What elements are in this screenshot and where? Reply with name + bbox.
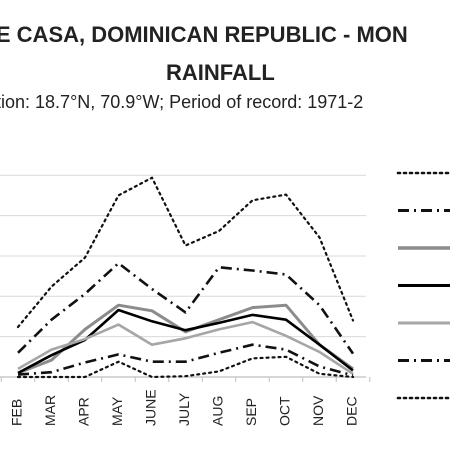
x-tick-label: JULY [176, 392, 192, 426]
x-tick-label: NOV [310, 395, 326, 426]
series-line-1 [16, 176, 355, 329]
x-tick-label: DEC [344, 396, 360, 426]
x-tick-label: FEB [9, 399, 25, 426]
legend [396, 171, 450, 400]
series-line-5 [17, 320, 354, 375]
gridlines [0, 174, 366, 338]
series-lines [16, 176, 355, 379]
x-tick-label: JUNE [143, 389, 159, 426]
series-line-7 [16, 355, 355, 379]
x-tick-label: AUG [210, 396, 226, 426]
x-tick-label: MAY [109, 396, 125, 426]
x-tick-label: OCT [277, 396, 293, 426]
chart-subtitle: ation: 18.7°N, 70.9°W; Period of record:… [0, 92, 364, 112]
chart-title-line-2: RAINFALL [166, 60, 275, 85]
x-tick-label: SEP [243, 398, 259, 426]
series-line-3 [17, 303, 354, 375]
x-tick-label: APR [76, 397, 92, 426]
series-line-6 [17, 343, 354, 377]
x-tick-labels: FEB MAR APR MAY JUNE JULY AUG SEP OCT NOV DEC [9, 389, 360, 426]
chart-title-line-1: DE CASA, DOMINICAN REPUBLIC - MON [0, 22, 408, 47]
x-tick-label: MAR [42, 395, 58, 426]
series-line-2 [17, 261, 355, 355]
series-line-4 [17, 308, 354, 375]
